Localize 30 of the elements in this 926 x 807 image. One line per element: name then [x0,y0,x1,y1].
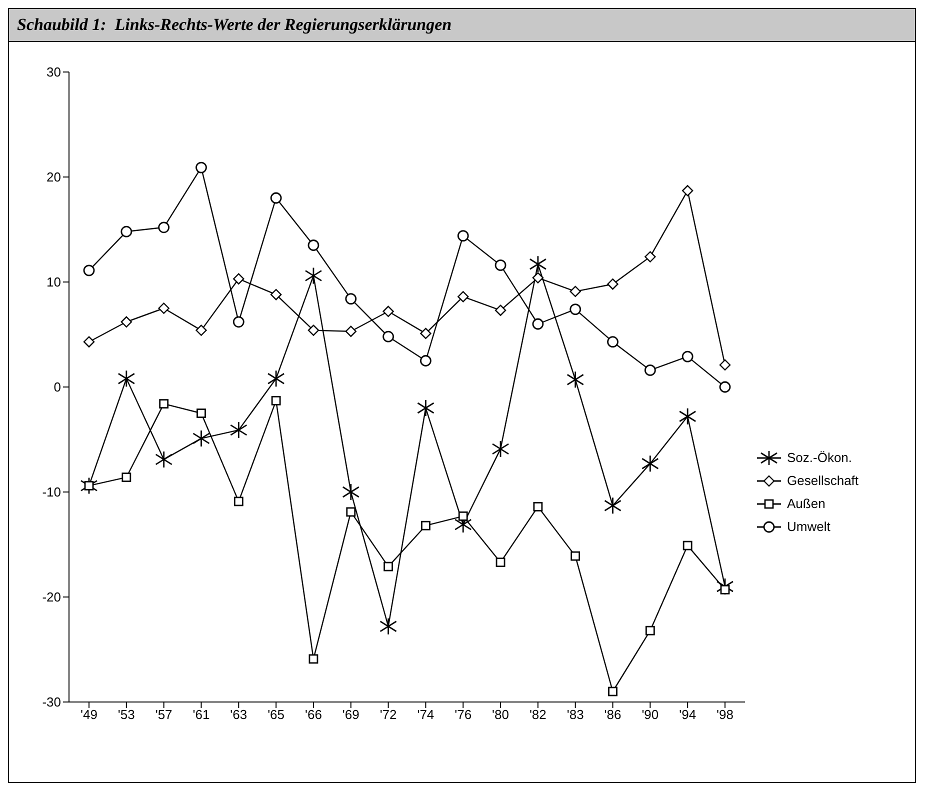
x-tick-label: '94 [679,707,696,722]
chart-title: Schaubild 1: Links-Rechts-Werte der Regierungserklärungen [9,9,915,42]
legend-label: Außen [787,496,826,511]
x-tick-label: '49 [80,707,98,722]
x-tick-label: '53 [118,707,135,722]
y-tick-label: 10 [46,274,61,290]
y-tick-label: 0 [54,380,61,395]
x-tick-label: '63 [230,707,248,722]
x-tick-label: '82 [529,707,546,722]
y-tick-label: -10 [42,484,61,500]
y-tick-label: 20 [46,170,61,185]
x-tick-label: '69 [342,707,360,722]
y-tick-label: 30 [46,64,61,80]
x-tick-label: '83 [566,707,584,722]
x-tick-label: '74 [417,707,434,722]
x-tick-label: '72 [380,707,397,722]
x-tick-label: '80 [492,707,510,722]
x-tick-label: '86 [604,707,622,722]
x-tick-label: '57 [155,707,172,722]
y-tick-label: -20 [42,590,61,605]
legend-label: Gesellschaft [787,473,859,488]
x-tick-label: '76 [454,707,472,722]
x-tick-label: '65 [268,707,285,722]
x-tick-label: '98 [716,707,734,722]
x-tick-label: '61 [192,707,210,722]
legend-label: Soz.-Ökon. [787,450,852,465]
legend-label: Umwelt [787,519,830,534]
x-tick-label: '66 [304,707,322,722]
x-tick-label: '90 [642,707,659,722]
y-tick-label: -30 [42,694,61,710]
